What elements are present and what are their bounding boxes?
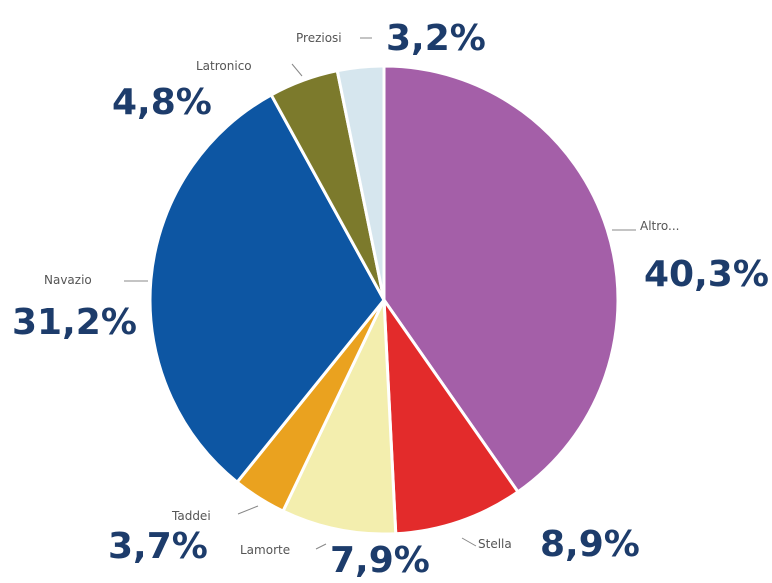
leader-line-lamorte — [315, 543, 327, 550]
slice-value-label-navazio: 31,2% — [12, 302, 137, 343]
slice-labels: Altro... 40,3% Stella 8,9% Lamorte 7,9% Taddei… — [12, 18, 769, 581]
slice-name-taddei: Taddei — [171, 509, 211, 523]
slice-name-preziosi: Preziosi — [296, 31, 342, 45]
slice-value-label-taddei: 3,7% — [108, 526, 208, 567]
slice-value-label-altro: 40,3% — [644, 254, 769, 295]
pie-slices — [148, 64, 620, 536]
slice-value-label-stella: 8,9% — [540, 524, 640, 565]
slice-value-label-preziosi: 3,2% — [386, 18, 486, 59]
slice-name-navazio: Navazio — [44, 273, 92, 287]
pie-slice-lamorte — [281, 298, 398, 536]
slice-name-lamorte: Lamorte — [240, 543, 290, 557]
pie-slice-navazio — [148, 93, 386, 484]
pie-slice-stella — [382, 298, 520, 536]
slice-value-label-lamorte: 7,9% — [330, 540, 430, 581]
leader-line-latronico — [291, 63, 303, 77]
slice-name-stella: Stella — [478, 537, 512, 551]
slice-value-label-latronico: 4,8% — [112, 82, 212, 123]
leader-lines — [124, 37, 636, 550]
leader-line-stella — [461, 537, 477, 547]
slice-name-latronico: Latronico — [196, 59, 252, 73]
slice-name-altro: Altro... — [640, 219, 680, 233]
pie-slice-preziosi — [335, 64, 386, 302]
leader-line-taddei — [237, 505, 259, 515]
pie-slice-altro — [382, 64, 620, 494]
